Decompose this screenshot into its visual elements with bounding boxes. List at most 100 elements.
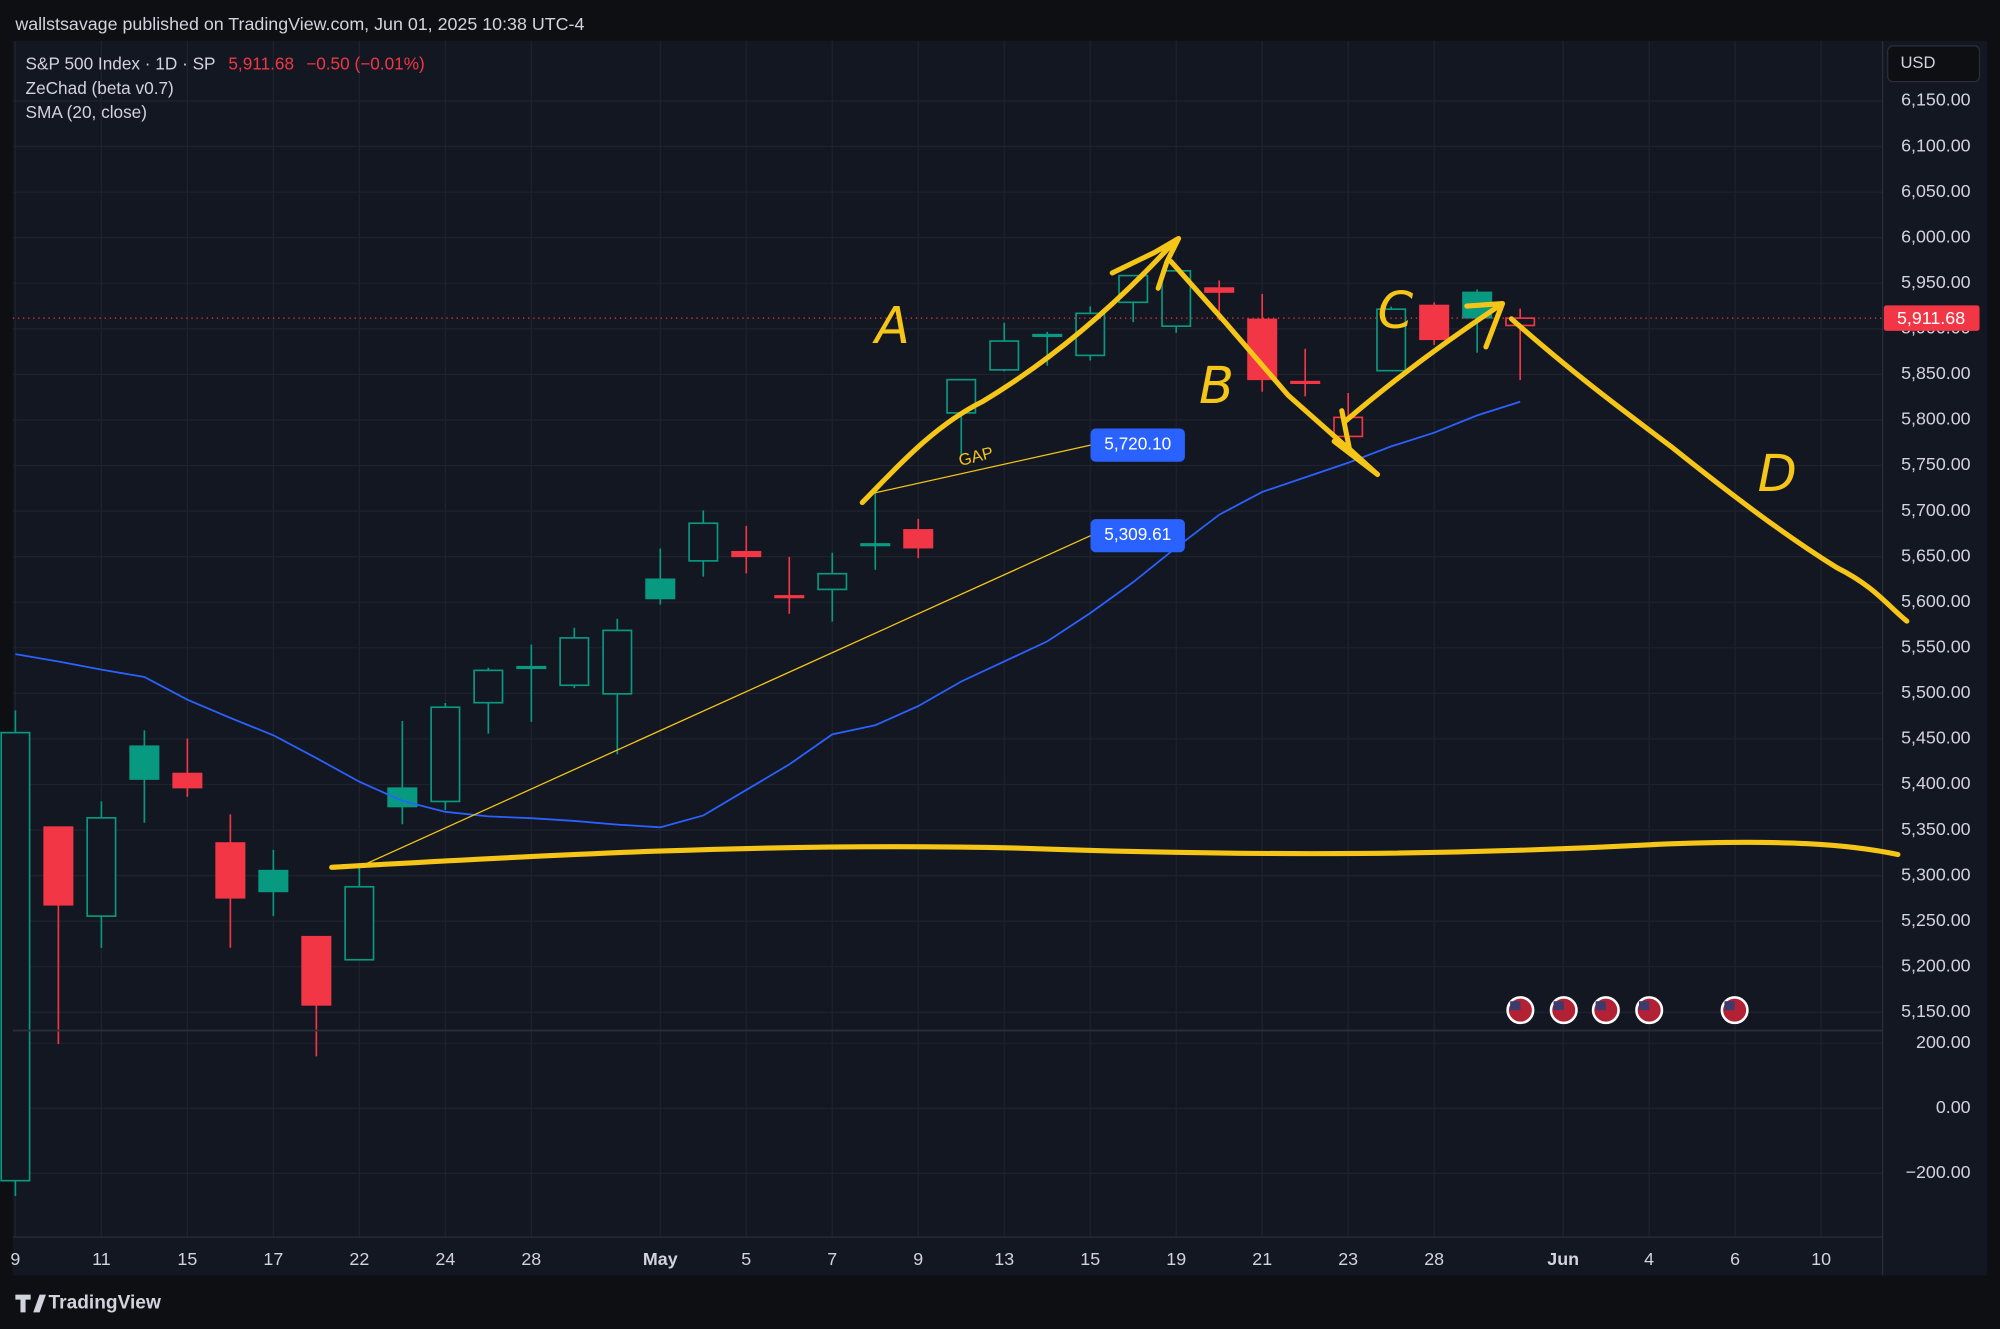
event-flags xyxy=(1506,996,1749,1025)
x-tick-label: 28 xyxy=(521,1249,541,1269)
candle-body xyxy=(1118,274,1149,304)
candle xyxy=(43,826,74,1044)
symbol-title: S&P 500 Index · 1D · SP xyxy=(26,54,216,74)
candle-body xyxy=(903,529,934,549)
hand-line xyxy=(329,839,1901,870)
y-tick-label: 5,450.00 xyxy=(1901,728,1971,748)
price-line xyxy=(359,535,1091,868)
candle-body xyxy=(258,869,289,893)
candle-body xyxy=(516,665,547,670)
y-tick-label: 5,150.00 xyxy=(1901,1001,1971,1021)
candle-body xyxy=(172,772,203,789)
candle-body xyxy=(86,817,117,917)
price-label-box xyxy=(1090,519,1185,553)
y-tick-label: −200.00 xyxy=(1906,1162,1971,1182)
indicator-name: ZeChad (beta v0.7) xyxy=(26,78,174,98)
y-tick-label: 5,200.00 xyxy=(1901,955,1971,975)
candle-body xyxy=(1032,333,1063,338)
publisher: wallstsavage published on TradingView.co… xyxy=(14,14,584,34)
candle-body xyxy=(774,595,805,599)
flag xyxy=(1591,996,1620,1025)
candle xyxy=(602,618,633,755)
candle-body xyxy=(688,522,719,562)
currency-button[interactable] xyxy=(1887,45,1981,83)
candle xyxy=(645,548,676,605)
y-tick-label: 5,950.00 xyxy=(1901,272,1971,292)
hand-arrow xyxy=(1168,258,1381,478)
candle xyxy=(559,627,590,689)
candle-body xyxy=(731,550,762,558)
candle-body xyxy=(129,745,160,780)
candle xyxy=(903,518,934,559)
hand-line xyxy=(1508,316,1910,624)
hand-drawing: A B C D GAP xyxy=(329,235,1910,870)
marks xyxy=(0,266,1883,1197)
candle xyxy=(817,552,848,622)
last-price-tag-label: 5,911.68 xyxy=(1897,308,1965,328)
y-tick-label: 6,050.00 xyxy=(1901,181,1971,201)
candle xyxy=(1247,293,1278,392)
x-tick-label: 17 xyxy=(263,1249,283,1269)
candle xyxy=(1290,348,1321,397)
y-tick-label: 6,150.00 xyxy=(1901,90,1971,110)
candle xyxy=(989,322,1020,372)
x-tick-label: 10 xyxy=(1811,1249,1831,1269)
candle xyxy=(774,556,805,614)
x-tick-label: 19 xyxy=(1166,1249,1186,1269)
y-tick-label: 6,000.00 xyxy=(1901,226,1971,246)
x-tick-label: 21 xyxy=(1252,1249,1272,1269)
candle xyxy=(0,710,31,1197)
y-tick-label: 5,850.00 xyxy=(1901,363,1971,383)
candle-body xyxy=(344,885,375,961)
candle xyxy=(172,738,203,797)
flag xyxy=(1549,996,1578,1025)
y-tick-label: 5,800.00 xyxy=(1901,409,1971,429)
x-tick-label: 13 xyxy=(994,1249,1014,1269)
x-tick-label: 5 xyxy=(741,1249,751,1269)
last-price: 5,911.68 xyxy=(228,54,294,74)
y-tick-label: 5,600.00 xyxy=(1901,591,1971,611)
candle xyxy=(731,525,762,574)
x-tick-label: 7 xyxy=(827,1249,837,1269)
y-tick-label: 5,500.00 xyxy=(1901,682,1971,702)
x-tick-label: 28 xyxy=(1424,1249,1444,1269)
currency-label[interactable]: USD xyxy=(1900,53,1935,72)
candle-body xyxy=(645,578,676,600)
y-tick-label: 5,700.00 xyxy=(1901,500,1971,520)
x-tick-label: 9 xyxy=(10,1249,20,1269)
candle-body xyxy=(0,731,31,1182)
annotation: A xyxy=(872,297,910,356)
candle-body xyxy=(1247,318,1278,381)
price-label: 5,720.10 xyxy=(1104,434,1171,454)
y-tick-label: 5,250.00 xyxy=(1901,910,1971,930)
x-tick-label: 22 xyxy=(349,1249,369,1269)
x-tick-label: 4 xyxy=(1644,1249,1654,1269)
candle-body xyxy=(1290,380,1321,385)
annotation: C xyxy=(1378,282,1414,341)
candle xyxy=(1376,306,1407,372)
x-tick-label: 24 xyxy=(435,1249,455,1269)
candle-body xyxy=(215,842,246,899)
hand-arrow xyxy=(1343,301,1506,424)
candle-body xyxy=(43,826,74,906)
brand-logo xyxy=(15,1294,46,1313)
y-tick-label: 5,550.00 xyxy=(1901,636,1971,656)
candle-body xyxy=(559,637,590,687)
candle xyxy=(516,644,547,722)
candle-body xyxy=(430,706,461,803)
candle-body xyxy=(1376,308,1407,372)
candle xyxy=(688,510,719,577)
price-change: −0.50 (−0.01%) xyxy=(306,54,425,74)
candle-body xyxy=(817,572,848,591)
candle xyxy=(1419,302,1450,345)
flag xyxy=(1635,996,1664,1025)
candle-body xyxy=(989,340,1020,371)
last-price-tag xyxy=(1883,305,1980,331)
y-tick-label: 5,400.00 xyxy=(1901,773,1971,793)
sma-legend: SMA (20, close) xyxy=(26,102,147,122)
x-tick-label: 23 xyxy=(1338,1249,1358,1269)
flag xyxy=(1720,996,1749,1025)
candle xyxy=(430,703,461,811)
price-label: 5,309.61 xyxy=(1104,524,1171,544)
